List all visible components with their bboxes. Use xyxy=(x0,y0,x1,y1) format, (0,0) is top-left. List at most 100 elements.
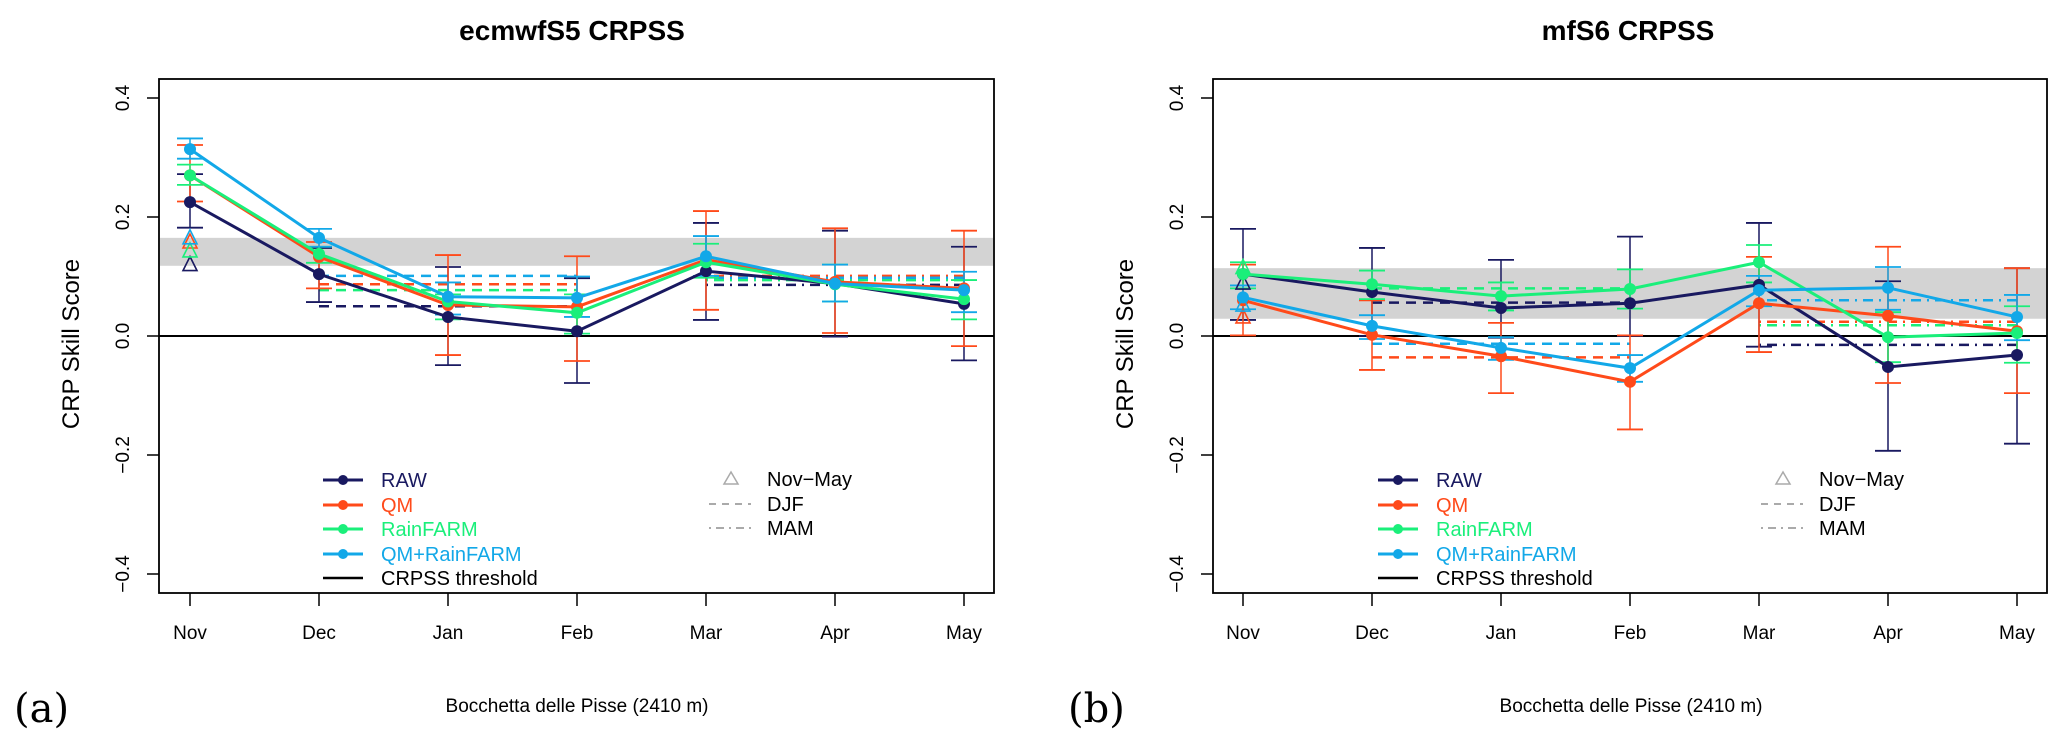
legend-label: QM xyxy=(1436,495,1468,517)
data-point xyxy=(1882,360,1894,373)
y-tick-label: −0.2 xyxy=(1167,436,1188,474)
data-point xyxy=(442,290,454,303)
legend-style-label: MAM xyxy=(767,518,814,540)
data-point xyxy=(1366,328,1378,341)
nov-may-triangle xyxy=(1234,257,1252,275)
y-tick-label: 0.4 xyxy=(1167,84,1188,111)
legend-triangle-icon xyxy=(1774,470,1792,485)
x-tick-label: Jan xyxy=(1486,623,1517,644)
nov-may-triangle xyxy=(181,232,199,249)
legend-label: QM xyxy=(381,495,413,517)
legend-label: CRPSS threshold xyxy=(1436,568,1593,590)
data-point xyxy=(442,310,454,323)
legend-style-label: Nov−May xyxy=(1819,469,1904,491)
data-point xyxy=(829,277,841,290)
data-point xyxy=(313,268,325,281)
data-point xyxy=(1495,302,1507,315)
data-point xyxy=(571,325,583,338)
data-point xyxy=(571,306,583,319)
legend-label: QM+RainFARM xyxy=(1436,544,1577,566)
data-point xyxy=(700,250,712,263)
x-tick-label: Apr xyxy=(1873,623,1903,644)
x-axis-label: Bocchetta delle Pisse (2410 m) xyxy=(1500,696,1763,717)
data-point xyxy=(184,196,196,209)
data-point xyxy=(1495,341,1507,354)
nov-may-triangle xyxy=(1234,295,1252,312)
data-point xyxy=(313,231,325,244)
legend-marker xyxy=(1393,500,1403,510)
legend-label: QM+RainFARM xyxy=(381,544,522,566)
data-point xyxy=(184,143,196,156)
data-point xyxy=(2011,327,2023,340)
legend-marker xyxy=(338,475,348,485)
panel-label: (a) xyxy=(14,686,69,732)
x-tick-label: Jan xyxy=(433,623,464,644)
y-tick-label: 0.2 xyxy=(113,204,134,230)
legend-style-label: DJF xyxy=(1819,494,1856,516)
y-tick-label: −0.4 xyxy=(1167,555,1188,593)
legend-label: RainFARM xyxy=(1436,519,1533,541)
legend-label: CRPSS threshold xyxy=(381,568,538,590)
x-tick-label: May xyxy=(1999,623,2035,644)
data-point xyxy=(1495,350,1507,363)
x-tick-label: Dec xyxy=(302,623,336,644)
x-tick-label: Feb xyxy=(1614,623,1647,644)
data-point xyxy=(1753,284,1765,297)
y-tick-label: 0.4 xyxy=(113,84,134,111)
legend-marker xyxy=(1393,475,1403,485)
x-tick-label: Mar xyxy=(690,623,723,644)
chart-title: ecmwfS5 CRPSS xyxy=(459,15,685,46)
plot-frame xyxy=(1212,78,2048,594)
data-point xyxy=(958,293,970,306)
data-point xyxy=(1882,281,1894,294)
data-point xyxy=(1495,290,1507,303)
legend-marker xyxy=(338,500,348,510)
data-point xyxy=(184,169,196,182)
chart-title: mfS6 CRPSS xyxy=(1542,15,1715,46)
y-axis-label: CRP Skill Score xyxy=(1112,259,1139,429)
nov-may-triangle xyxy=(1234,307,1252,324)
plot-frame xyxy=(158,78,995,594)
y-tick-label: 0.2 xyxy=(1167,204,1188,230)
y-tick-label: −0.4 xyxy=(113,555,134,593)
data-point xyxy=(1882,309,1894,322)
x-tick-label: Feb xyxy=(561,623,594,644)
nov-may-triangle xyxy=(181,254,199,272)
data-point xyxy=(1366,278,1378,291)
data-point xyxy=(700,265,712,278)
data-point xyxy=(2011,349,2023,362)
x-tick-label: Nov xyxy=(1226,623,1260,644)
legend-label: RainFARM xyxy=(381,519,478,541)
nov-may-triangle xyxy=(181,241,199,258)
y-tick-label: 0.0 xyxy=(1167,323,1188,349)
data-point xyxy=(958,284,970,297)
data-point xyxy=(313,247,325,260)
panel-ecmwfs5: ecmwfS5 CRPSS −0.4 −0.2 0.0 0.2 0.4 CRP Skill … xyxy=(14,15,995,732)
legend-marker xyxy=(338,549,348,559)
y-axis-label: CRP Skill Score xyxy=(58,259,85,429)
nov-may-triangle xyxy=(181,228,199,245)
x-tick-label: May xyxy=(946,623,982,644)
legend-triangle-icon xyxy=(722,470,740,485)
panel-label: (b) xyxy=(1068,686,1125,732)
y-tick-label: 0.0 xyxy=(113,323,134,349)
x-axis-label: Bocchetta delle Pisse (2410 m) xyxy=(446,696,709,717)
data-point xyxy=(1624,282,1636,295)
legend-label: RAW xyxy=(381,470,427,492)
legend-marker xyxy=(1393,549,1403,559)
data-point xyxy=(1882,331,1894,344)
x-tick-label: Nov xyxy=(173,623,207,644)
legend-style-label: MAM xyxy=(1819,518,1866,540)
legend-style-label: Nov−May xyxy=(767,469,852,491)
data-point xyxy=(1753,256,1765,269)
panel-mfs6: mfS6 CRPSS −0.4 −0.2 0.0 0.2 0.4 CRP Skill Sco… xyxy=(1068,15,2048,732)
x-tick-label: Mar xyxy=(1743,623,1776,644)
legend-label: RAW xyxy=(1436,470,1482,492)
data-point xyxy=(1753,297,1765,310)
data-point xyxy=(571,291,583,304)
y-tick-label: −0.2 xyxy=(113,436,134,474)
data-point xyxy=(1366,319,1378,332)
legend-style-label: DJF xyxy=(767,494,804,516)
x-tick-label: Dec xyxy=(1355,623,1389,644)
